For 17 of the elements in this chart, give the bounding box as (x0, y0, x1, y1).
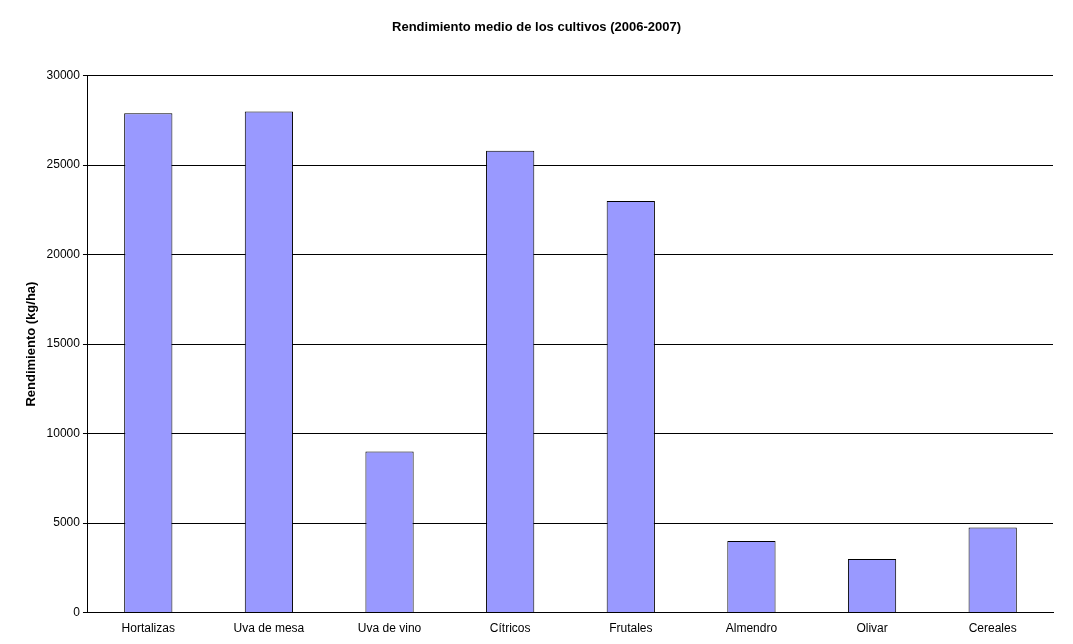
y-tick-label: 10000 (46, 425, 81, 440)
x-tick-label: Uva de vino (357, 621, 422, 636)
x-tick-label: Frutales (609, 621, 653, 636)
x-tick-label: Uva de mesa (233, 621, 305, 636)
y-tick-label: 0 (73, 604, 81, 619)
y-tick-label: 15000 (46, 336, 81, 351)
x-tick-label: Cereales (968, 621, 1017, 636)
y-axis-title: Rendimiento (kg/ha) (23, 281, 39, 407)
y-tick-label: 5000 (53, 515, 81, 530)
x-tick-label: Olivar (856, 621, 888, 636)
y-tick-label: 30000 (46, 67, 81, 82)
x-tick-label: Hortalizas (121, 621, 175, 636)
chart-title: Rendimiento medio de los cultivos (2006-2007) (392, 19, 681, 35)
y-tick-label: 20000 (46, 246, 81, 261)
x-tick-label: Almendro (725, 621, 778, 636)
y-tick-label: 25000 (46, 157, 81, 172)
x-tick-label: Cítricos (489, 621, 531, 636)
